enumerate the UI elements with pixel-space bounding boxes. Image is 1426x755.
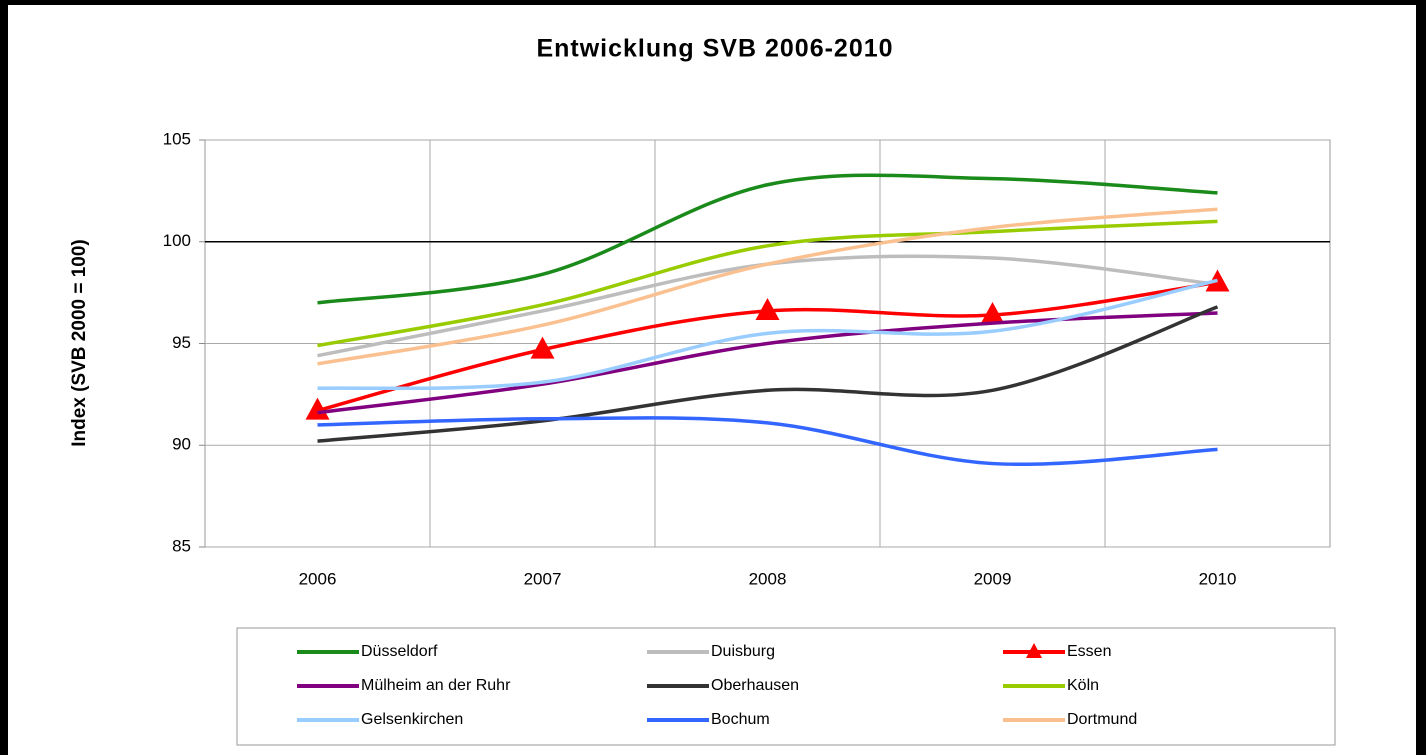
legend-label: Köln [1067, 677, 1099, 694]
legend-label: Mülheim an der Ruhr [361, 677, 511, 694]
series-line [317, 305, 1219, 443]
series-line [317, 278, 1218, 391]
series-line [317, 207, 1218, 366]
y-tick-label: 85 [172, 536, 191, 555]
series-line [317, 219, 1218, 348]
y-tick-label: 95 [172, 333, 191, 352]
x-tick-label: 2007 [524, 569, 562, 588]
series-line [317, 416, 1218, 467]
x-tick-label: 2010 [1199, 569, 1237, 588]
legend-label: Dortmund [1067, 711, 1137, 728]
legend-label: Bochum [711, 711, 770, 728]
x-tick-label: 2009 [974, 569, 1012, 588]
y-tick-label: 100 [163, 231, 191, 250]
legend-label: Duisburg [711, 643, 775, 660]
legend-label: Oberhausen [711, 677, 799, 694]
data-marker [980, 302, 1005, 325]
legend-marker [1026, 643, 1042, 658]
data-marker [755, 297, 780, 320]
y-axis-label: Index (SVB 2000 = 100) [69, 239, 90, 447]
x-tick-label: 2008 [749, 569, 787, 588]
chart-title: Entwicklung SVB 2006-2010 [536, 35, 893, 63]
y-tick-label: 90 [172, 435, 191, 454]
series-line [317, 173, 1218, 305]
data-marker [530, 336, 555, 359]
legend-label: Gelsenkirchen [361, 711, 463, 728]
y-tick-label: 105 [163, 129, 191, 148]
data-marker [305, 397, 330, 420]
legend-label: Düsseldorf [361, 643, 438, 660]
legend-box [236, 627, 1336, 746]
legend-label: Essen [1067, 643, 1111, 660]
x-tick-label: 2006 [299, 569, 337, 588]
